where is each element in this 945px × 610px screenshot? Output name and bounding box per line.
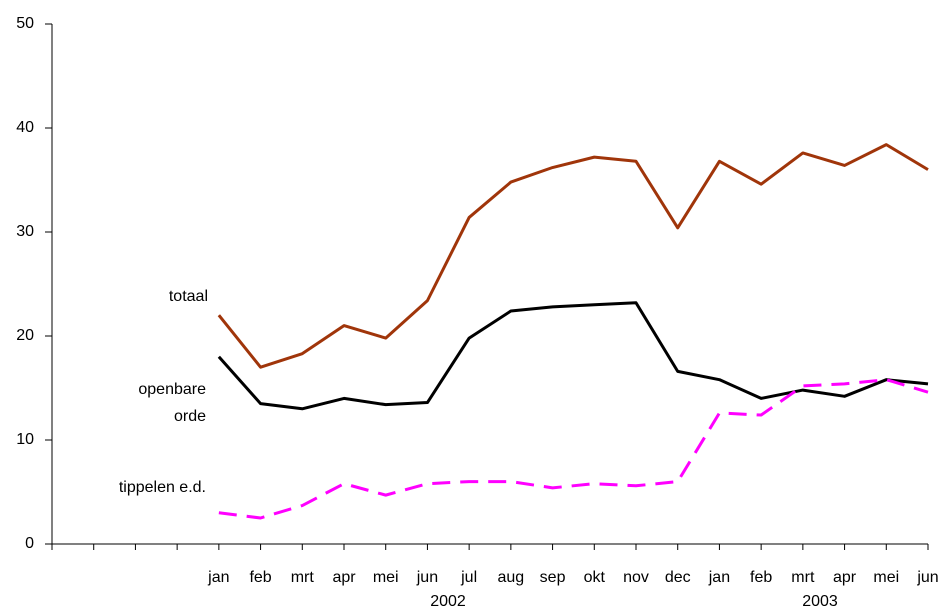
x-tick-label: mrt <box>791 569 815 586</box>
x-tick-label: mei <box>873 569 899 586</box>
x-tick-label: mei <box>373 569 399 586</box>
x-tick-label: feb <box>249 569 271 586</box>
year-label: 2002 <box>430 593 466 610</box>
y-tick-label: 20 <box>16 327 34 344</box>
x-tick-label: mrt <box>291 569 315 586</box>
y-tick-label: 50 <box>16 15 34 32</box>
y-tick-label: 10 <box>16 431 34 448</box>
series-line <box>218 378 929 520</box>
x-tick-label: okt <box>584 569 606 586</box>
series-label: tippelen e.d. <box>118 479 206 496</box>
x-tick-label: jan <box>708 569 730 586</box>
x-tick-label: jan <box>207 569 229 586</box>
x-tick-label: jun <box>916 569 938 586</box>
x-tick-label: sep <box>540 569 566 586</box>
x-tick-label: apr <box>332 569 356 586</box>
series-line <box>217 301 929 411</box>
y-tick-label: 40 <box>16 119 34 136</box>
x-tick-label: aug <box>498 569 525 586</box>
x-tick-label: apr <box>833 569 857 586</box>
series-line <box>217 143 929 369</box>
x-tick-label: feb <box>750 569 772 586</box>
y-tick-label: 30 <box>16 223 34 240</box>
series-label: totaal <box>168 288 208 305</box>
x-tick-label: nov <box>623 569 649 586</box>
x-tick-label: jun <box>416 569 438 586</box>
x-tick-label: dec <box>665 569 691 586</box>
x-tick-label: jul <box>460 569 477 586</box>
y-tick-label: 0 <box>25 535 34 552</box>
series-label: openbare orde <box>138 381 206 425</box>
year-label: 2003 <box>802 593 838 610</box>
